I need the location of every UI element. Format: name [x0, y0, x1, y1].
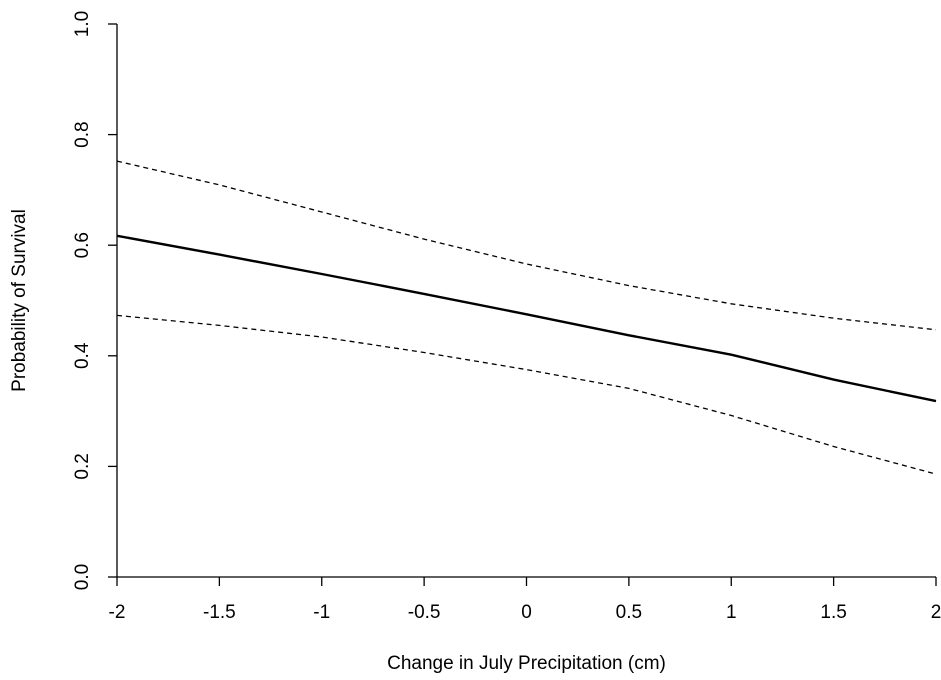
y-tick-label: 1.0 — [72, 11, 93, 37]
x-tick-label: 0 — [521, 602, 532, 623]
x-tick-label: 2 — [931, 602, 941, 623]
fitted-line — [116, 234, 937, 403]
x-tick-label: -1.5 — [203, 602, 236, 623]
axes — [116, 24, 936, 578]
y-tick-label: 0.2 — [72, 453, 93, 479]
y-tick-label: 0.6 — [72, 232, 93, 258]
x-tick-label: -0.5 — [408, 602, 441, 623]
x-tick-label: 0.5 — [616, 602, 642, 623]
y-tick-label: 0.4 — [72, 342, 93, 369]
x-tick-label: -1 — [313, 602, 330, 623]
lower-ci-line — [116, 314, 937, 475]
y-axis-title: Probability of Survival — [9, 209, 30, 392]
y-tick-label: 0.8 — [72, 121, 93, 147]
upper-ci-line — [116, 160, 937, 331]
ticks: -2 -1.5 -1 -0.5 0 0.5 1 1.5 2 0.0 0.2 0.4 0.6 0.8 1.0 — [72, 11, 941, 623]
x-tick-label: -2 — [109, 602, 126, 623]
x-tick-label: 1 — [726, 602, 737, 623]
y-tick-label: 0.0 — [72, 564, 93, 590]
x-tick-label: 1.5 — [820, 602, 846, 623]
x-axis-title: Change in July Precipitation (cm) — [387, 653, 666, 674]
series — [116, 160, 937, 475]
